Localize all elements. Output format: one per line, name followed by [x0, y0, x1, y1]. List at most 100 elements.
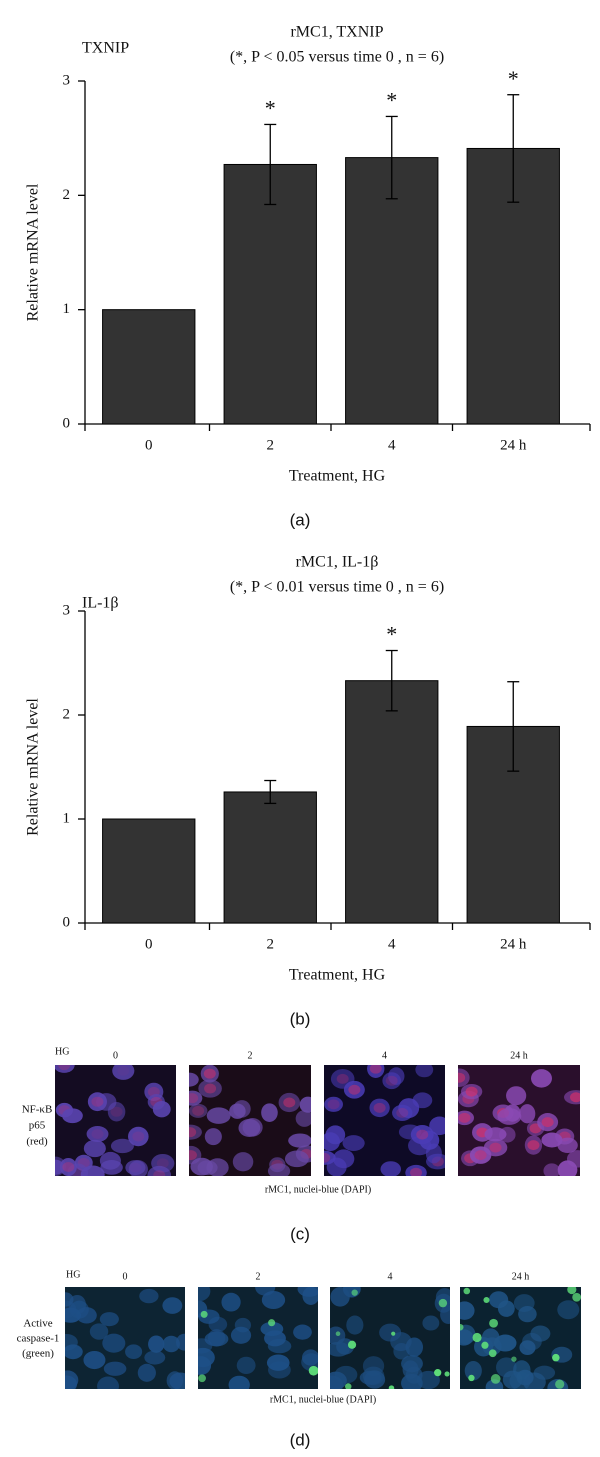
- x-tick-label: 24 h: [500, 437, 527, 453]
- nucleus: [87, 1092, 107, 1112]
- nucleus: [333, 1149, 355, 1169]
- red-signal: [204, 1083, 217, 1094]
- nucleus: [460, 1301, 475, 1320]
- nucleus: [496, 1357, 517, 1378]
- panel-label: (a): [290, 510, 311, 529]
- red-signal: [348, 1084, 361, 1095]
- significance-marker: *: [386, 622, 397, 647]
- nucleus: [509, 1371, 531, 1389]
- red-signal: [396, 1107, 409, 1118]
- nucleus: [293, 1324, 312, 1340]
- nucleus: [518, 1306, 537, 1323]
- nucleus: [152, 1100, 171, 1118]
- red-signal: [189, 1127, 197, 1138]
- nucleus: [417, 1370, 440, 1389]
- red-signal: [410, 1167, 423, 1176]
- nucleus: [162, 1297, 183, 1314]
- nucleus: [110, 1138, 134, 1154]
- green-signal: [489, 1318, 499, 1328]
- micrograph: [458, 1065, 580, 1176]
- nucleus: [429, 1116, 445, 1136]
- red-signal: [324, 1152, 331, 1163]
- nucleus: [189, 1103, 208, 1118]
- red-signal: [189, 1150, 197, 1161]
- nucleus: [97, 1376, 119, 1389]
- nucleus: [127, 1126, 149, 1147]
- nucleus: [207, 1329, 226, 1347]
- nucleus: [342, 1135, 365, 1151]
- nucleus: [55, 1065, 75, 1073]
- nucleus: [189, 1124, 202, 1140]
- y-tick-label: 2: [63, 187, 71, 203]
- chart-title: rMC1, IL-1β: [296, 554, 379, 571]
- red-signal: [527, 1140, 540, 1151]
- nucleus: [533, 1365, 556, 1380]
- nucleus: [189, 1072, 199, 1087]
- green-signal: [391, 1331, 396, 1336]
- micrograph: [330, 1287, 450, 1389]
- nucleus: [189, 1145, 202, 1165]
- nucleus: [137, 1363, 156, 1382]
- y-tick-label: 0: [63, 415, 71, 431]
- error-bar: [507, 94, 520, 203]
- nucleus: [410, 1125, 434, 1145]
- x-tick-label: 0: [145, 437, 153, 453]
- x-axis-label: Treatment, HG: [289, 967, 386, 984]
- nucleus: [295, 1110, 311, 1127]
- x-tick-label: 24 h: [500, 936, 527, 952]
- error-bar: [385, 649, 398, 712]
- red-signal: [458, 1112, 471, 1123]
- green-signal: [472, 1332, 482, 1343]
- nucleus: [102, 1333, 126, 1353]
- y-tick-label: 1: [63, 810, 71, 826]
- nucleus: [497, 1108, 522, 1125]
- nucleus: [99, 1312, 119, 1327]
- micrograph: [460, 1287, 581, 1389]
- stain-label: NF-κB: [22, 1104, 53, 1116]
- nucleus: [299, 1096, 311, 1113]
- nucleus: [198, 1309, 220, 1324]
- red-signal: [91, 1128, 104, 1139]
- x-tick-label: 0: [145, 936, 153, 952]
- bar: [102, 818, 196, 924]
- y-tick-label: 0: [63, 914, 71, 930]
- red-signal: [570, 1092, 580, 1103]
- chart-title: rMC1, TXNIP: [290, 24, 383, 41]
- red-signal: [132, 1131, 145, 1142]
- significance-marker: *: [386, 87, 397, 112]
- nucleus: [125, 1344, 143, 1360]
- error-bar: [385, 115, 398, 200]
- stain-label: p65: [29, 1120, 46, 1132]
- green-signal: [308, 1365, 318, 1376]
- x-tick-label: 2: [267, 437, 275, 453]
- green-signal: [444, 1371, 450, 1377]
- green-signal: [434, 1369, 442, 1377]
- nucleus: [206, 1158, 229, 1176]
- nucleus: [238, 1118, 261, 1137]
- y-axis-label: Relative mRNA level: [25, 183, 42, 321]
- green-signal: [552, 1353, 560, 1362]
- nucleus: [221, 1292, 241, 1312]
- nucleus: [261, 1103, 278, 1122]
- nucleus: [139, 1288, 159, 1304]
- nucleus: [233, 1100, 251, 1118]
- nucleus: [260, 1321, 284, 1337]
- bar: [223, 163, 317, 425]
- red-signal: [327, 1099, 340, 1110]
- nucleus: [464, 1361, 482, 1381]
- x-tick-label: 2: [267, 936, 275, 952]
- micrograph: [65, 1287, 185, 1389]
- nucleus: [112, 1065, 135, 1080]
- nucleus: [166, 1371, 184, 1389]
- red-signal: [156, 1158, 169, 1169]
- nucleus: [557, 1160, 578, 1176]
- nucleus: [330, 1326, 346, 1345]
- nucleus: [392, 1104, 413, 1122]
- column-label: 4: [382, 1050, 387, 1061]
- green-signal: [572, 1292, 581, 1302]
- green-signal: [268, 1319, 276, 1327]
- green-signal: [555, 1379, 565, 1389]
- green-signal: [490, 1374, 501, 1384]
- stain-label: (red): [26, 1136, 48, 1148]
- red-signal: [153, 1170, 166, 1176]
